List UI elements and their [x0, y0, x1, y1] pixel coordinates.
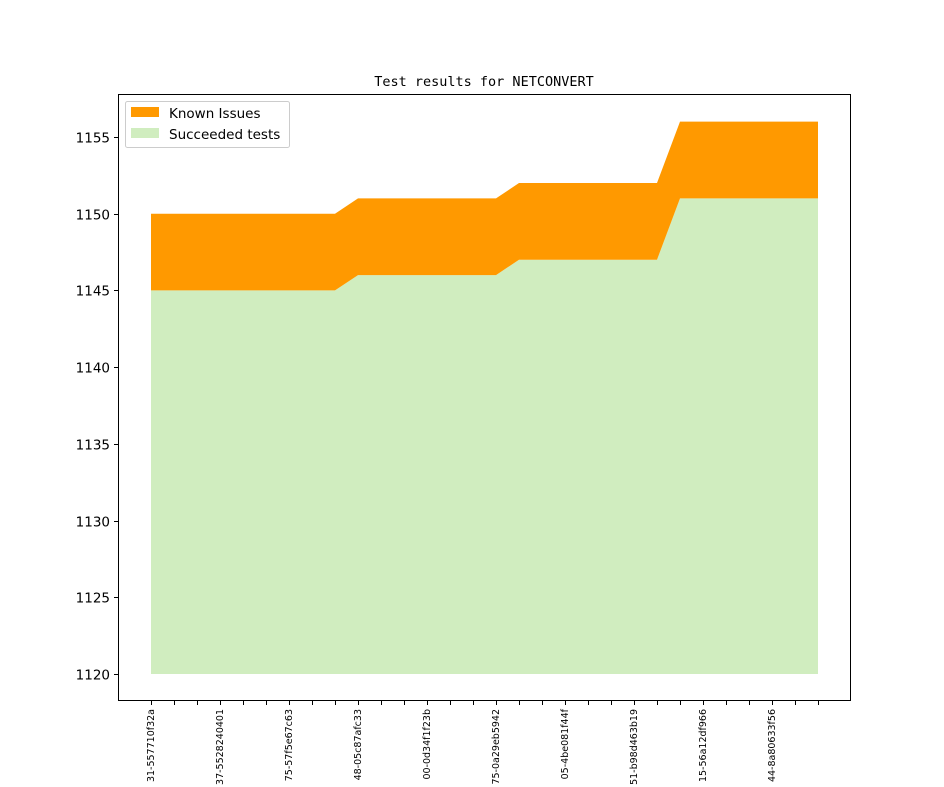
x-tick-label: 05-4be081f44f	[560, 708, 571, 779]
y-tick-label: 1130	[76, 515, 110, 531]
legend-swatch-known-issues	[131, 107, 159, 117]
legend-label-succeeded-tests: Succeeded tests	[169, 127, 280, 143]
legend-label-known-issues: Known Issues	[169, 106, 261, 122]
y-tick-label: 1140	[76, 361, 110, 377]
x-tick-label: 37-5528240401	[215, 709, 226, 785]
x-tick-label: 75-57f5e67c63	[284, 709, 295, 781]
legend: Known Issues Succeeded tests	[125, 101, 290, 148]
y-tick-label: 1120	[76, 668, 110, 684]
legend-box	[125, 101, 290, 148]
y-tick-label: 1125	[76, 591, 110, 607]
area-succeeded-tests	[151, 198, 818, 674]
x-axis: 31-557710f32a 37-5528240401 75-57f5e67c63 4…	[146, 701, 819, 785]
x-tick-label: 75-0a29eb5942	[491, 709, 502, 785]
legend-swatch-succeeded-tests	[131, 128, 159, 138]
y-tick-label: 1135	[76, 438, 110, 454]
plot-frame	[118, 94, 851, 701]
x-tick-label: 31-557710f32a	[146, 709, 157, 782]
x-tick-label: 44-8a80633f56	[767, 709, 778, 782]
y-tick-label: 1150	[76, 208, 110, 224]
areas	[151, 121, 818, 674]
x-tick-label: 51-b98d463b19	[629, 709, 640, 785]
area-known-issues	[151, 121, 818, 291]
chart-title: Test results for NETCONVERT	[374, 74, 593, 90]
x-tick-label: 48-05c87afc33	[353, 709, 364, 780]
y-tick-label: 1145	[76, 284, 110, 300]
x-tick-label: 00-0d34f1f23b	[422, 709, 433, 780]
y-axis: 1120 1125 1130 1135 1140 1145 1150 1155	[76, 131, 118, 684]
y-tick-label: 1155	[76, 131, 110, 147]
x-tick-label: 15-56a12df966	[698, 709, 709, 782]
